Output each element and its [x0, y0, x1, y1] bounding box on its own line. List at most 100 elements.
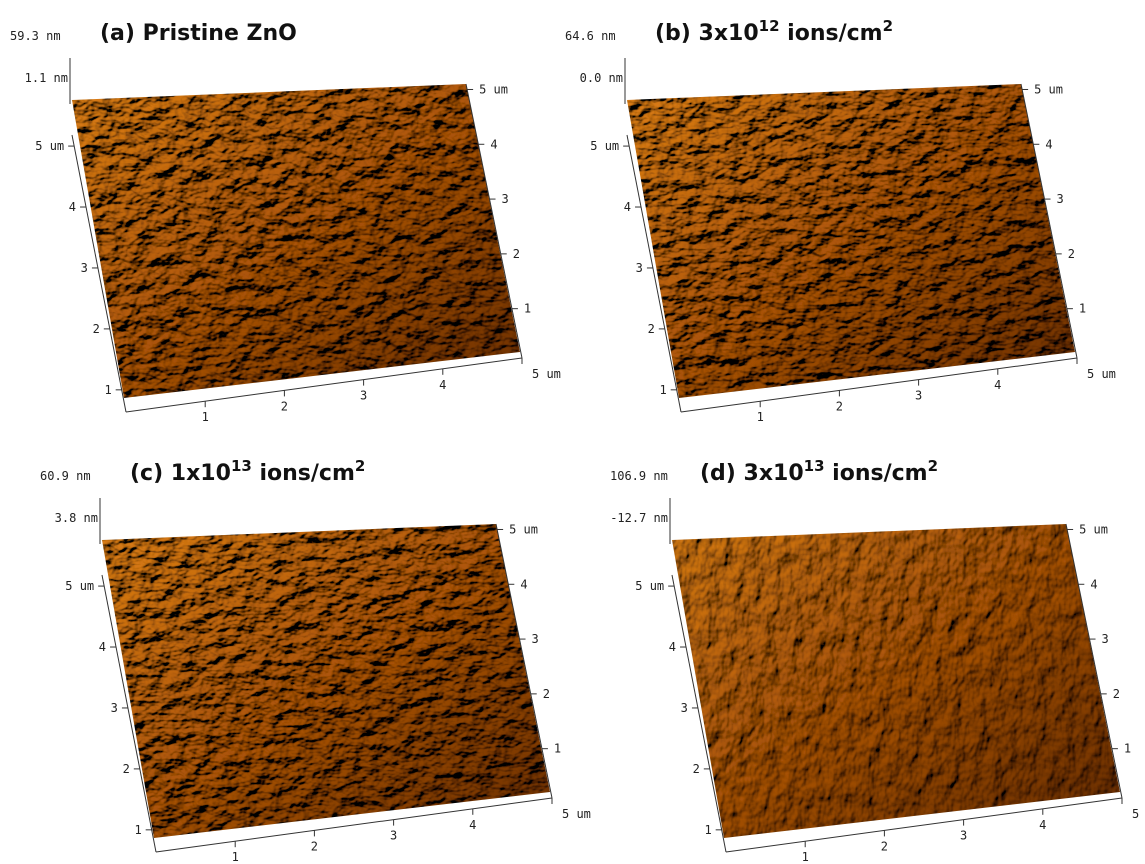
left-tick-label: 2 — [123, 762, 130, 776]
left-tick-label: 3 — [681, 701, 688, 715]
z-max-label: 106.9 nm — [610, 469, 668, 483]
right-tick-label: 5 um — [1034, 82, 1063, 96]
right-tick-label: 4 — [520, 577, 527, 591]
z-min-label: -12.7 nm — [610, 511, 668, 525]
left-axis — [626, 134, 682, 413]
left-tick-label: 5 um — [65, 579, 94, 593]
left-axis — [671, 574, 727, 853]
right-tick-label: 5 um — [479, 82, 508, 96]
left-tick-label: 1 — [104, 383, 111, 397]
right-tick-label: 5 um — [509, 522, 538, 536]
bottom-tick-label: 5 um — [1132, 807, 1145, 821]
left-tick-label: 2 — [693, 762, 700, 776]
bottom-tick-label: 1 — [202, 410, 209, 424]
bottom-tick-label: 2 — [836, 399, 843, 413]
panel-title: (d) 3x1013 ions/cm2 — [700, 457, 938, 486]
left-tick-label: 4 — [669, 640, 676, 654]
title-superscript: 2 — [355, 457, 365, 475]
left-tick-label: 5 um — [590, 139, 619, 153]
right-tick-label: 1 — [554, 742, 561, 756]
left-tick-label: 3 — [111, 701, 118, 715]
bottom-tick-label: 1 — [757, 410, 764, 424]
bottom-axis — [725, 797, 1123, 853]
surface-texture — [627, 84, 1075, 398]
left-tick-label: 1 — [659, 383, 666, 397]
afm-panel: 59.3 nm 1.1 nm (a) Pristine ZnO 5 um 4 3 2 1 5 u… — [10, 21, 561, 424]
surface — [72, 84, 520, 398]
title-superscript: 2 — [883, 17, 893, 35]
surface — [672, 524, 1120, 838]
right-axis — [465, 83, 523, 359]
bottom-tick-label: 4 — [469, 818, 476, 832]
bottom-axis — [680, 357, 1078, 413]
bottom-axis — [155, 797, 553, 853]
bottom-tick-label: 5 um — [562, 807, 591, 821]
z-min-label: 0.0 nm — [580, 71, 623, 85]
title-text: ions/cm — [825, 461, 928, 486]
right-tick-label: 2 — [1113, 687, 1120, 701]
right-tick-label: 3 — [1102, 632, 1109, 646]
z-max-label: 59.3 nm — [10, 29, 61, 43]
right-tick-label: 2 — [543, 687, 550, 701]
left-tick-label: 1 — [704, 823, 711, 837]
right-axis — [1020, 83, 1078, 359]
title-text: (c) 1x10 — [130, 461, 231, 486]
title-text: (d) 3x10 — [700, 461, 804, 486]
right-axis — [495, 523, 553, 799]
bottom-tick-label: 3 — [960, 829, 967, 843]
title-text: ions/cm — [780, 21, 883, 46]
surface-texture — [672, 524, 1120, 838]
bottom-tick-label: 1 — [802, 850, 809, 864]
left-tick-label: 5 um — [35, 139, 64, 153]
z-max-label: 64.6 nm — [565, 29, 616, 43]
bottom-tick-label: 4 — [439, 378, 446, 392]
left-tick-label: 5 um — [635, 579, 664, 593]
surface-texture — [72, 84, 520, 398]
right-axis — [1065, 523, 1123, 799]
z-min-label: 3.8 nm — [55, 511, 98, 525]
bottom-tick-label: 3 — [390, 829, 397, 843]
bottom-tick-label: 3 — [915, 389, 922, 403]
surface — [627, 84, 1075, 398]
left-tick-label: 2 — [93, 322, 100, 336]
surface-texture — [102, 524, 550, 838]
left-tick-label: 4 — [624, 200, 631, 214]
bottom-tick-label: 5 um — [532, 367, 561, 381]
left-tick-label: 2 — [648, 322, 655, 336]
title-text: ions/cm — [252, 461, 355, 486]
bottom-tick-label: 3 — [360, 389, 367, 403]
right-tick-label: 5 um — [1079, 522, 1108, 536]
left-tick-label: 4 — [69, 200, 76, 214]
right-tick-label: 1 — [1079, 302, 1086, 316]
right-tick-label: 1 — [1124, 742, 1131, 756]
left-tick-label: 1 — [134, 823, 141, 837]
right-tick-label: 3 — [502, 192, 509, 206]
right-tick-label: 4 — [1090, 577, 1097, 591]
panel-title: (b) 3x1012 ions/cm2 — [655, 17, 893, 46]
right-tick-label: 4 — [490, 137, 497, 151]
bottom-tick-label: 4 — [1039, 818, 1046, 832]
bottom-axis — [125, 357, 523, 413]
title-text: (b) 3x10 — [655, 21, 759, 46]
right-tick-label: 4 — [1045, 137, 1052, 151]
right-tick-label: 2 — [1068, 247, 1075, 261]
left-axis — [71, 134, 127, 413]
right-tick-label: 2 — [513, 247, 520, 261]
bottom-tick-label: 2 — [881, 839, 888, 853]
bottom-tick-label: 1 — [232, 850, 239, 864]
z-min-label: 1.1 nm — [25, 71, 68, 85]
left-tick-label: 3 — [81, 261, 88, 275]
bottom-tick-label: 2 — [311, 839, 318, 853]
title-text: (a) Pristine ZnO — [100, 21, 297, 46]
title-superscript: 13 — [231, 457, 252, 475]
right-tick-label: 3 — [1057, 192, 1064, 206]
left-tick-label: 3 — [636, 261, 643, 275]
panel-title: (c) 1x1013 ions/cm2 — [130, 457, 365, 486]
surface — [102, 524, 550, 838]
right-tick-label: 3 — [532, 632, 539, 646]
right-tick-label: 1 — [524, 302, 531, 316]
panel-title: (a) Pristine ZnO — [100, 21, 297, 46]
z-max-label: 60.9 nm — [40, 469, 91, 483]
